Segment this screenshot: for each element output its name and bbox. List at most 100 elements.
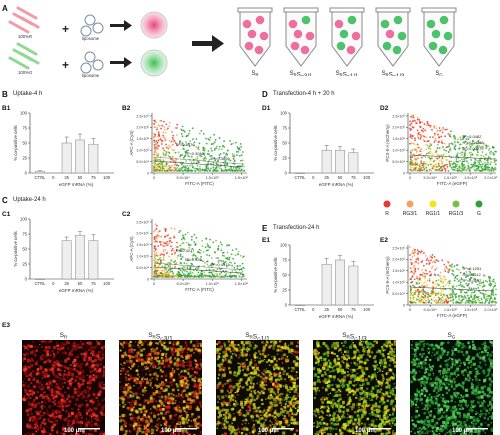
- lnp-dot: [336, 41, 346, 51]
- legend-item-rg1-3: RG1/3: [449, 200, 463, 217]
- x-tick-label: 5.0×10⁴: [176, 282, 190, 286]
- cell-pixels: [216, 340, 301, 435]
- color-legend: R RG3/1 RG1/1 RG1/3 G: [383, 200, 483, 217]
- x-tick-label: 25: [64, 175, 69, 180]
- y-tick-label: 0: [147, 171, 149, 175]
- x-tick-label: 50: [78, 175, 83, 180]
- cell-pixels: [119, 340, 204, 435]
- lnp-dot: [259, 31, 269, 41]
- y-tick-label: 0: [25, 171, 28, 176]
- trend-lines: [153, 156, 243, 168]
- y-tick-label: 2.5×10⁵: [392, 246, 405, 250]
- panel-c-letter: C: [2, 196, 8, 205]
- y-axis-label: APC-A (CyS): [129, 130, 134, 156]
- bar-chart-b1: 0 25 50 75 100 CTRL 0 25 50 75 100 % co-positive ce…: [13, 111, 114, 187]
- x-tick-label: 1.5×10⁵: [235, 282, 249, 286]
- x-tick-label: 1.5×10⁵: [235, 176, 249, 180]
- svg-text:RG3/1: RG3/1: [403, 211, 418, 217]
- scale-bar: [272, 428, 294, 430]
- y-tick-label: 1.5×10⁵: [136, 243, 149, 247]
- legend-item-g: G: [475, 200, 483, 217]
- svg-text:R: R: [385, 211, 389, 217]
- scatter-b2: R²=0.2576 R²=0.3068 R²=0.3899 0 5.0×10⁴ 1.0×1…: [129, 113, 248, 186]
- panel-b1-letter: B1: [2, 105, 11, 112]
- legend-item-rg1-1: RG1/1: [426, 200, 440, 217]
- scatter-c2: R²=0.4217 R²=0.435 R²=0.4311 0 5.0×10⁴ 1.0×10…: [129, 219, 248, 292]
- scale-bar-label: 100 μm: [355, 428, 376, 434]
- micrograph-label-2: SRSG3/1: [148, 332, 173, 342]
- y-tick-label: 0: [147, 277, 149, 281]
- bar: [35, 170, 45, 174]
- lnp-dot: [293, 29, 303, 39]
- y-tick-label: 50: [282, 141, 287, 146]
- lnp-dot: [288, 19, 298, 29]
- y-axis-label: % co-positive cells: [273, 257, 278, 292]
- y-tick-label: 1.0×10⁵: [136, 149, 149, 153]
- x-tick-label: 100: [103, 175, 111, 180]
- y-tick-label: 75: [22, 232, 27, 237]
- bar-chart-d1: 0 25 50 75 100 CTRL 0 25 50 75 100 % co-positive ce…: [273, 111, 374, 187]
- small-arrows: [110, 20, 132, 68]
- x-tick-label: 5.0×10⁴: [424, 308, 438, 312]
- scale-bar: [369, 428, 391, 430]
- bar: [295, 172, 305, 174]
- y-tick-label: 0: [25, 277, 28, 282]
- y-tick-label: 2.0×10⁵: [136, 232, 149, 236]
- strand-red-label: 100%R: [18, 34, 33, 39]
- lnp-dot: [382, 41, 392, 51]
- red-mrna-strands: [8, 6, 40, 34]
- panel-b-title: Uptake-4 h: [13, 91, 43, 97]
- r-squared-label: R²=0.02975: [463, 146, 485, 151]
- lnp-dot: [247, 29, 257, 39]
- y-tick-label: 50: [282, 273, 287, 278]
- panel-e2-letter: E2: [380, 237, 388, 244]
- y-axis-label: % co-positive cells: [273, 125, 278, 160]
- bar: [295, 304, 305, 306]
- green-mrna-strands: [8, 42, 40, 70]
- tube-label-2: SRSG3/1: [290, 71, 313, 76]
- y-tick-label: 25: [282, 156, 287, 161]
- x-axis-label: FITC-A (FITC): [185, 181, 214, 186]
- x-tick-label: 5.0×10⁴: [176, 176, 190, 180]
- x-axis-label: eGFP mRNA (%): [319, 314, 354, 319]
- r-squared-label: R²=0.435: [185, 257, 202, 262]
- y-tick-label: 25: [22, 156, 27, 161]
- lnp-dot: [439, 15, 449, 25]
- r-squared-label: R²=0.04598: [463, 140, 485, 145]
- y-tick-label: 5.0×10⁴: [136, 266, 149, 270]
- y-tick-label: 25: [22, 262, 27, 267]
- trend-lines: [153, 262, 243, 274]
- panel-e1-letter: E1: [262, 237, 270, 244]
- x-axis-label: FITC-A (eGFP): [437, 181, 468, 186]
- y-axis-label: % co-positive cells: [13, 231, 18, 266]
- legend-item-rg3-1: RG3/1: [403, 200, 418, 217]
- x-tick-label: 75: [351, 175, 356, 180]
- tube-1: [237, 7, 273, 67]
- scale-bar: [466, 428, 488, 430]
- x-axis-label: eGFP mRNA (%): [319, 182, 354, 187]
- r-squared-label: R²=0.0482: [463, 134, 483, 139]
- bar: [75, 234, 85, 280]
- lnp-dot: [242, 19, 252, 29]
- y-tick-label: 5.0×10⁴: [392, 292, 405, 296]
- y-axis-label: APC-A (CyS): [129, 236, 134, 262]
- y-tick-label: 75: [282, 258, 287, 263]
- scatter-points: [409, 114, 498, 172]
- strand-green-label: 100%G: [18, 70, 33, 75]
- legend-item-r: R: [383, 200, 391, 217]
- liposomes-top: [80, 14, 104, 37]
- y-tick-label: 100: [280, 111, 288, 116]
- tube-4: [375, 7, 411, 67]
- lnp-dot: [385, 29, 395, 39]
- y-tick-label: 1.5×10⁵: [136, 137, 149, 141]
- x-tick-label: 75: [91, 281, 96, 286]
- bar: [321, 263, 332, 306]
- x-tick-label: 25: [324, 175, 329, 180]
- x-tick-label: 1.0×10⁵: [444, 176, 458, 180]
- x-tick-label: 100: [363, 175, 371, 180]
- panel-b-letter: B: [2, 90, 8, 99]
- r-squared-label: R²=0.3899: [211, 156, 231, 161]
- big-arrow: [192, 35, 224, 52]
- x-tick-label: 1.0×10⁵: [206, 176, 220, 180]
